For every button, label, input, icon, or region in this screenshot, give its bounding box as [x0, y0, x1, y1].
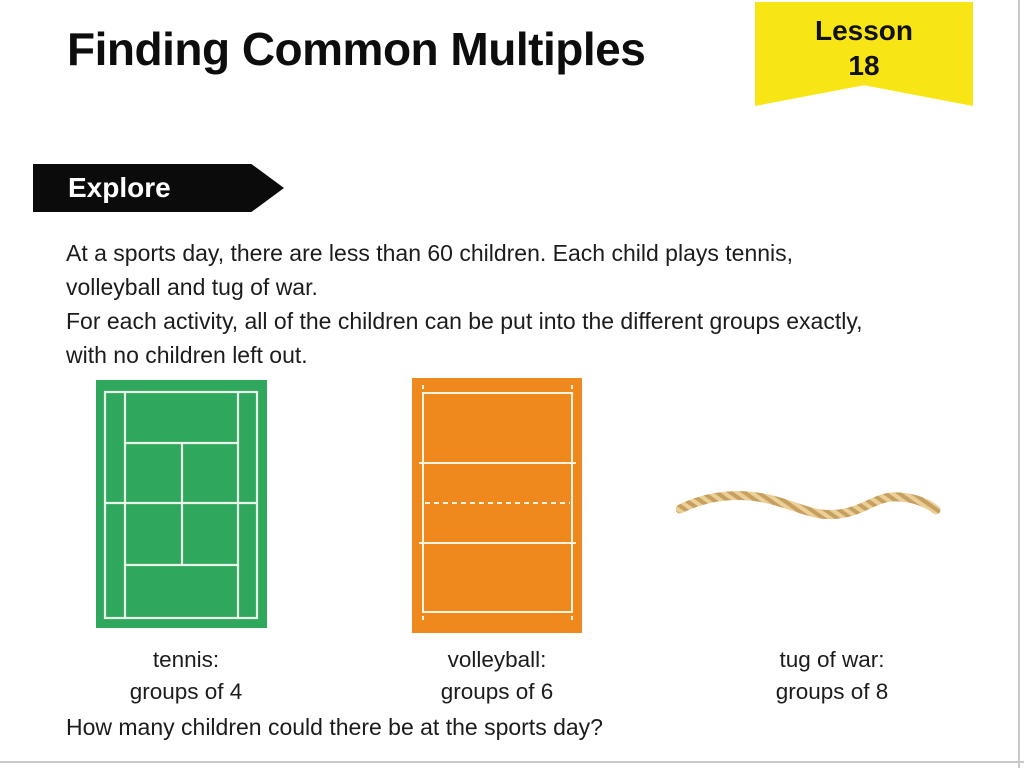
slide-bottom-border [0, 761, 1024, 763]
lesson-badge-word: Lesson [814, 15, 914, 46]
tennis-court-image [96, 380, 267, 628]
tennis-label-groups: groups of 4 [129, 679, 243, 704]
problem-text-line: with no children left out. [66, 342, 308, 368]
tug-of-war-label-groups: groups of 8 [775, 679, 889, 704]
question-text: How many children could there be at the … [66, 714, 603, 740]
tug-of-war-label: tug of war: groups of 8 [722, 644, 942, 708]
tug-of-war-label-name: tug of war: [779, 647, 885, 672]
problem-text-line: volleyball and tug of war. [66, 274, 318, 300]
problem-text: At a sports day, there are less than 60 … [66, 236, 863, 372]
volleyball-label-name: volleyball: [447, 647, 547, 672]
lesson-badge-number: 18 [848, 50, 880, 81]
volleyball-label-groups: groups of 6 [440, 679, 554, 704]
tennis-label: tennis: groups of 4 [76, 644, 296, 708]
volleyball-court-image [412, 378, 582, 633]
problem-text-line: For each activity, all of the children c… [66, 308, 863, 334]
tug-of-war-rope-image [676, 491, 941, 520]
explore-banner: Explore [33, 164, 284, 212]
slide-right-border [1018, 0, 1020, 768]
page-title: Finding Common Multiples [67, 23, 646, 75]
problem-text-line: At a sports day, there are less than 60 … [66, 240, 794, 266]
explore-banner-label: Explore [68, 172, 171, 203]
tennis-label-name: tennis: [152, 647, 220, 672]
lesson-badge: Lesson 18 [755, 2, 973, 106]
volleyball-label: volleyball: groups of 6 [387, 644, 607, 708]
